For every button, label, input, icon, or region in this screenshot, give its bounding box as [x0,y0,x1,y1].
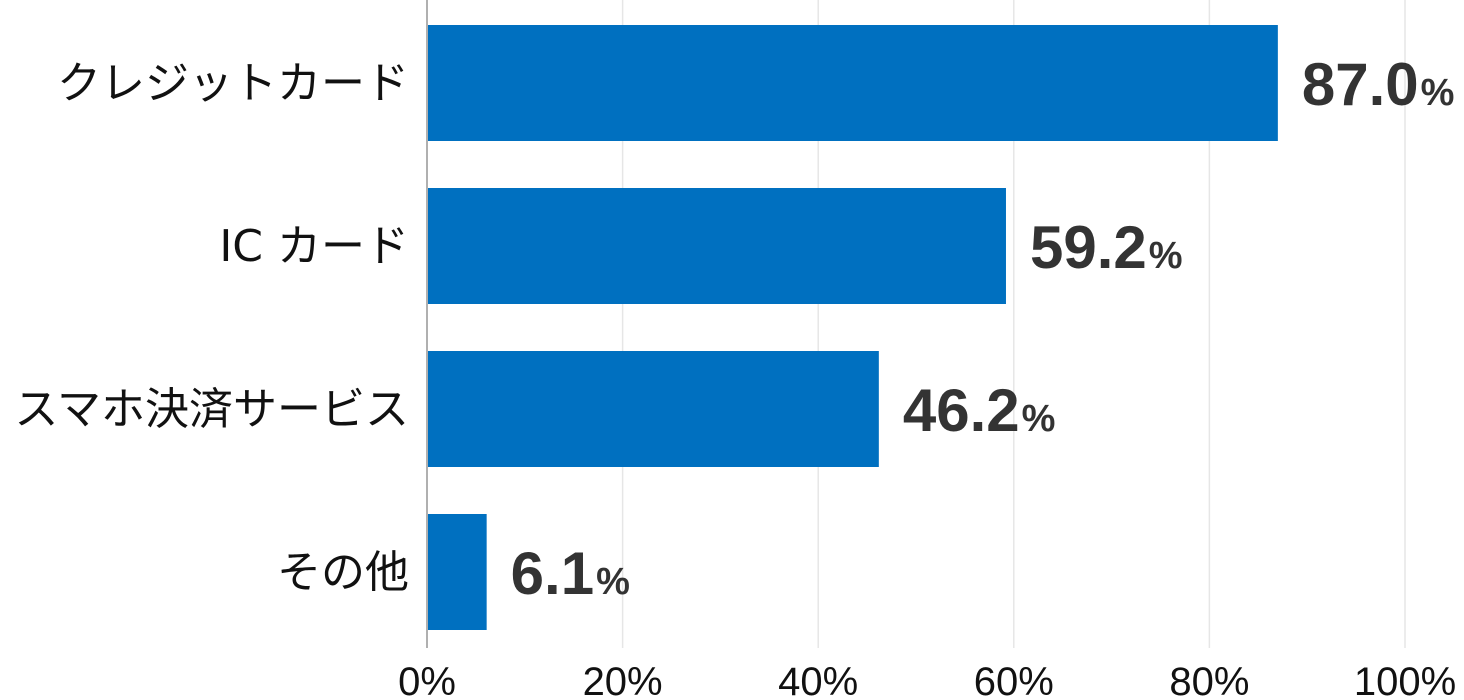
category-label: スマホ決済サービス [14,384,409,435]
category-label: クレジットカード [57,58,409,109]
value-unit: % [1149,235,1183,277]
bar-4 [427,514,487,630]
x-tick-label: 60% [974,660,1054,700]
value-number: 59.2 [1030,214,1147,281]
x-tick-label: 80% [1169,660,1249,700]
x-tick-labels: 0% 20% 40% 60% 80% 100% [398,660,1456,700]
value-unit: % [596,561,630,603]
bar-1 [427,25,1278,141]
category-label: IC カード [219,221,409,272]
value-number: 46.2 [903,377,1020,444]
value-label: 46.2% [903,377,1056,444]
x-tick-label: 20% [583,660,663,700]
x-tick-label: 0% [398,660,456,700]
value-number: 87.0 [1302,51,1419,118]
value-unit: % [1421,72,1455,114]
category-label: その他 [277,547,409,598]
bars [427,25,1278,630]
value-number: 6.1 [511,540,594,607]
x-tick-label: 40% [778,660,858,700]
x-tick-label: 100% [1354,660,1456,700]
value-label: 87.0% [1302,51,1455,118]
value-label: 6.1% [511,540,630,607]
bar-3 [427,351,879,467]
value-unit: % [1022,398,1056,440]
value-label: 59.2% [1030,214,1183,281]
bar-2 [427,188,1006,304]
value-labels: 87.0%59.2%46.2%6.1% [511,51,1455,607]
